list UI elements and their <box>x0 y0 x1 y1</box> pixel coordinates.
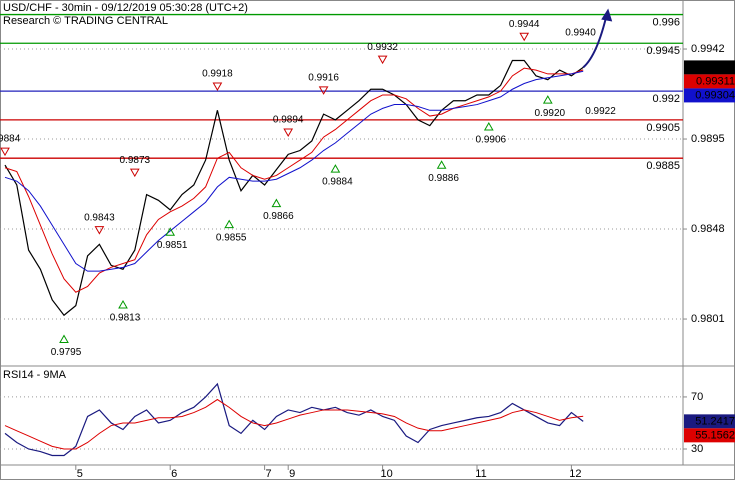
note-label: 0.9940 <box>565 27 596 38</box>
trough-label: 0.9884 <box>322 177 353 188</box>
y-tick-label: 0.9801 <box>691 313 725 325</box>
trough-label: 0.9855 <box>216 232 247 243</box>
series-line <box>4 59 584 317</box>
trough-label: 0.9920 <box>535 108 566 119</box>
peak-label: 0.9894 <box>273 115 304 126</box>
x-tick-label: 6 <box>171 468 177 480</box>
series-line <box>4 382 584 457</box>
level-label: 0.9905 <box>646 122 680 134</box>
trough-marker <box>542 95 553 104</box>
value-tag-label: 55.1562 <box>695 429 735 441</box>
y-tick-label: 0.9895 <box>691 133 725 145</box>
peak-label: 0.9873 <box>120 155 151 166</box>
arrow-head <box>601 8 613 22</box>
x-tick-label: 9 <box>289 468 295 480</box>
peak-marker <box>212 82 223 91</box>
series-line <box>4 67 584 293</box>
peak-label: 0.9916 <box>308 72 339 83</box>
x-tick-label: 5 <box>77 468 83 480</box>
peak-marker <box>377 55 388 65</box>
x-tick-label: 10 <box>380 468 392 480</box>
trough-marker <box>224 219 235 229</box>
value-tag <box>684 60 735 75</box>
rsi-title: RSI14 - 9MA <box>3 369 67 381</box>
value-tag <box>684 88 735 103</box>
trough-marker <box>436 160 447 169</box>
level-label: 0.992 <box>652 93 680 105</box>
trough-marker <box>165 227 176 236</box>
trough-label: 0.9851 <box>157 240 188 251</box>
note-label: 0.9922 <box>585 106 616 117</box>
value-tag <box>684 74 735 89</box>
peak-label: 0.9944 <box>509 19 540 30</box>
trough-label: 0.9795 <box>51 347 82 358</box>
x-tick-label: 7 <box>266 468 272 480</box>
value-tag-label: 0.99304 <box>695 89 735 101</box>
series-line <box>4 70 584 272</box>
y-tick-label: 0.9942 <box>691 43 725 55</box>
value-tag-label: 0.99311 <box>696 75 735 87</box>
chart-subtitle: Research © TRADING CENTRAL <box>3 15 168 27</box>
chart-title: USD/CHF - 30min - 09/12/2019 05:30:28 (U… <box>3 2 248 14</box>
peak-marker <box>94 226 105 235</box>
trough-marker <box>330 164 341 173</box>
y-tick-label: 70 <box>691 391 703 403</box>
peak-marker <box>318 86 329 95</box>
trough-marker <box>59 334 69 344</box>
y-tick-label: 0.9848 <box>691 223 725 235</box>
peak-marker <box>283 128 294 137</box>
trough-label: 0.9906 <box>476 135 507 146</box>
trough-marker <box>483 121 494 131</box>
trough-label: 0.9866 <box>263 211 294 222</box>
value-tag-label: 0.99324 <box>695 61 735 73</box>
value-tag <box>684 428 735 443</box>
trough-label: 0.9813 <box>110 313 141 324</box>
value-tag <box>684 414 735 429</box>
peak-label: 0.9918 <box>202 69 233 80</box>
peak-label: 0.9843 <box>84 212 115 223</box>
x-tick-label: 12 <box>569 468 581 480</box>
y-tick-label: 30 <box>691 443 703 455</box>
trough-marker <box>118 300 128 309</box>
trough-label: 0.9886 <box>428 173 459 184</box>
peak-marker <box>129 168 140 178</box>
level-label: 0.9885 <box>646 160 680 172</box>
trough-marker <box>271 198 282 208</box>
series-line <box>4 398 584 450</box>
peak-label: 0.9884 <box>0 134 21 145</box>
peak-marker <box>0 147 10 157</box>
level-label: 0.996 <box>652 16 680 28</box>
level-label: 0.9945 <box>646 45 680 57</box>
value-tag-label: 51.2417 <box>695 415 735 427</box>
peak-marker <box>519 32 530 42</box>
x-tick-label: 11 <box>475 468 486 480</box>
peak-label: 0.9932 <box>367 42 398 53</box>
